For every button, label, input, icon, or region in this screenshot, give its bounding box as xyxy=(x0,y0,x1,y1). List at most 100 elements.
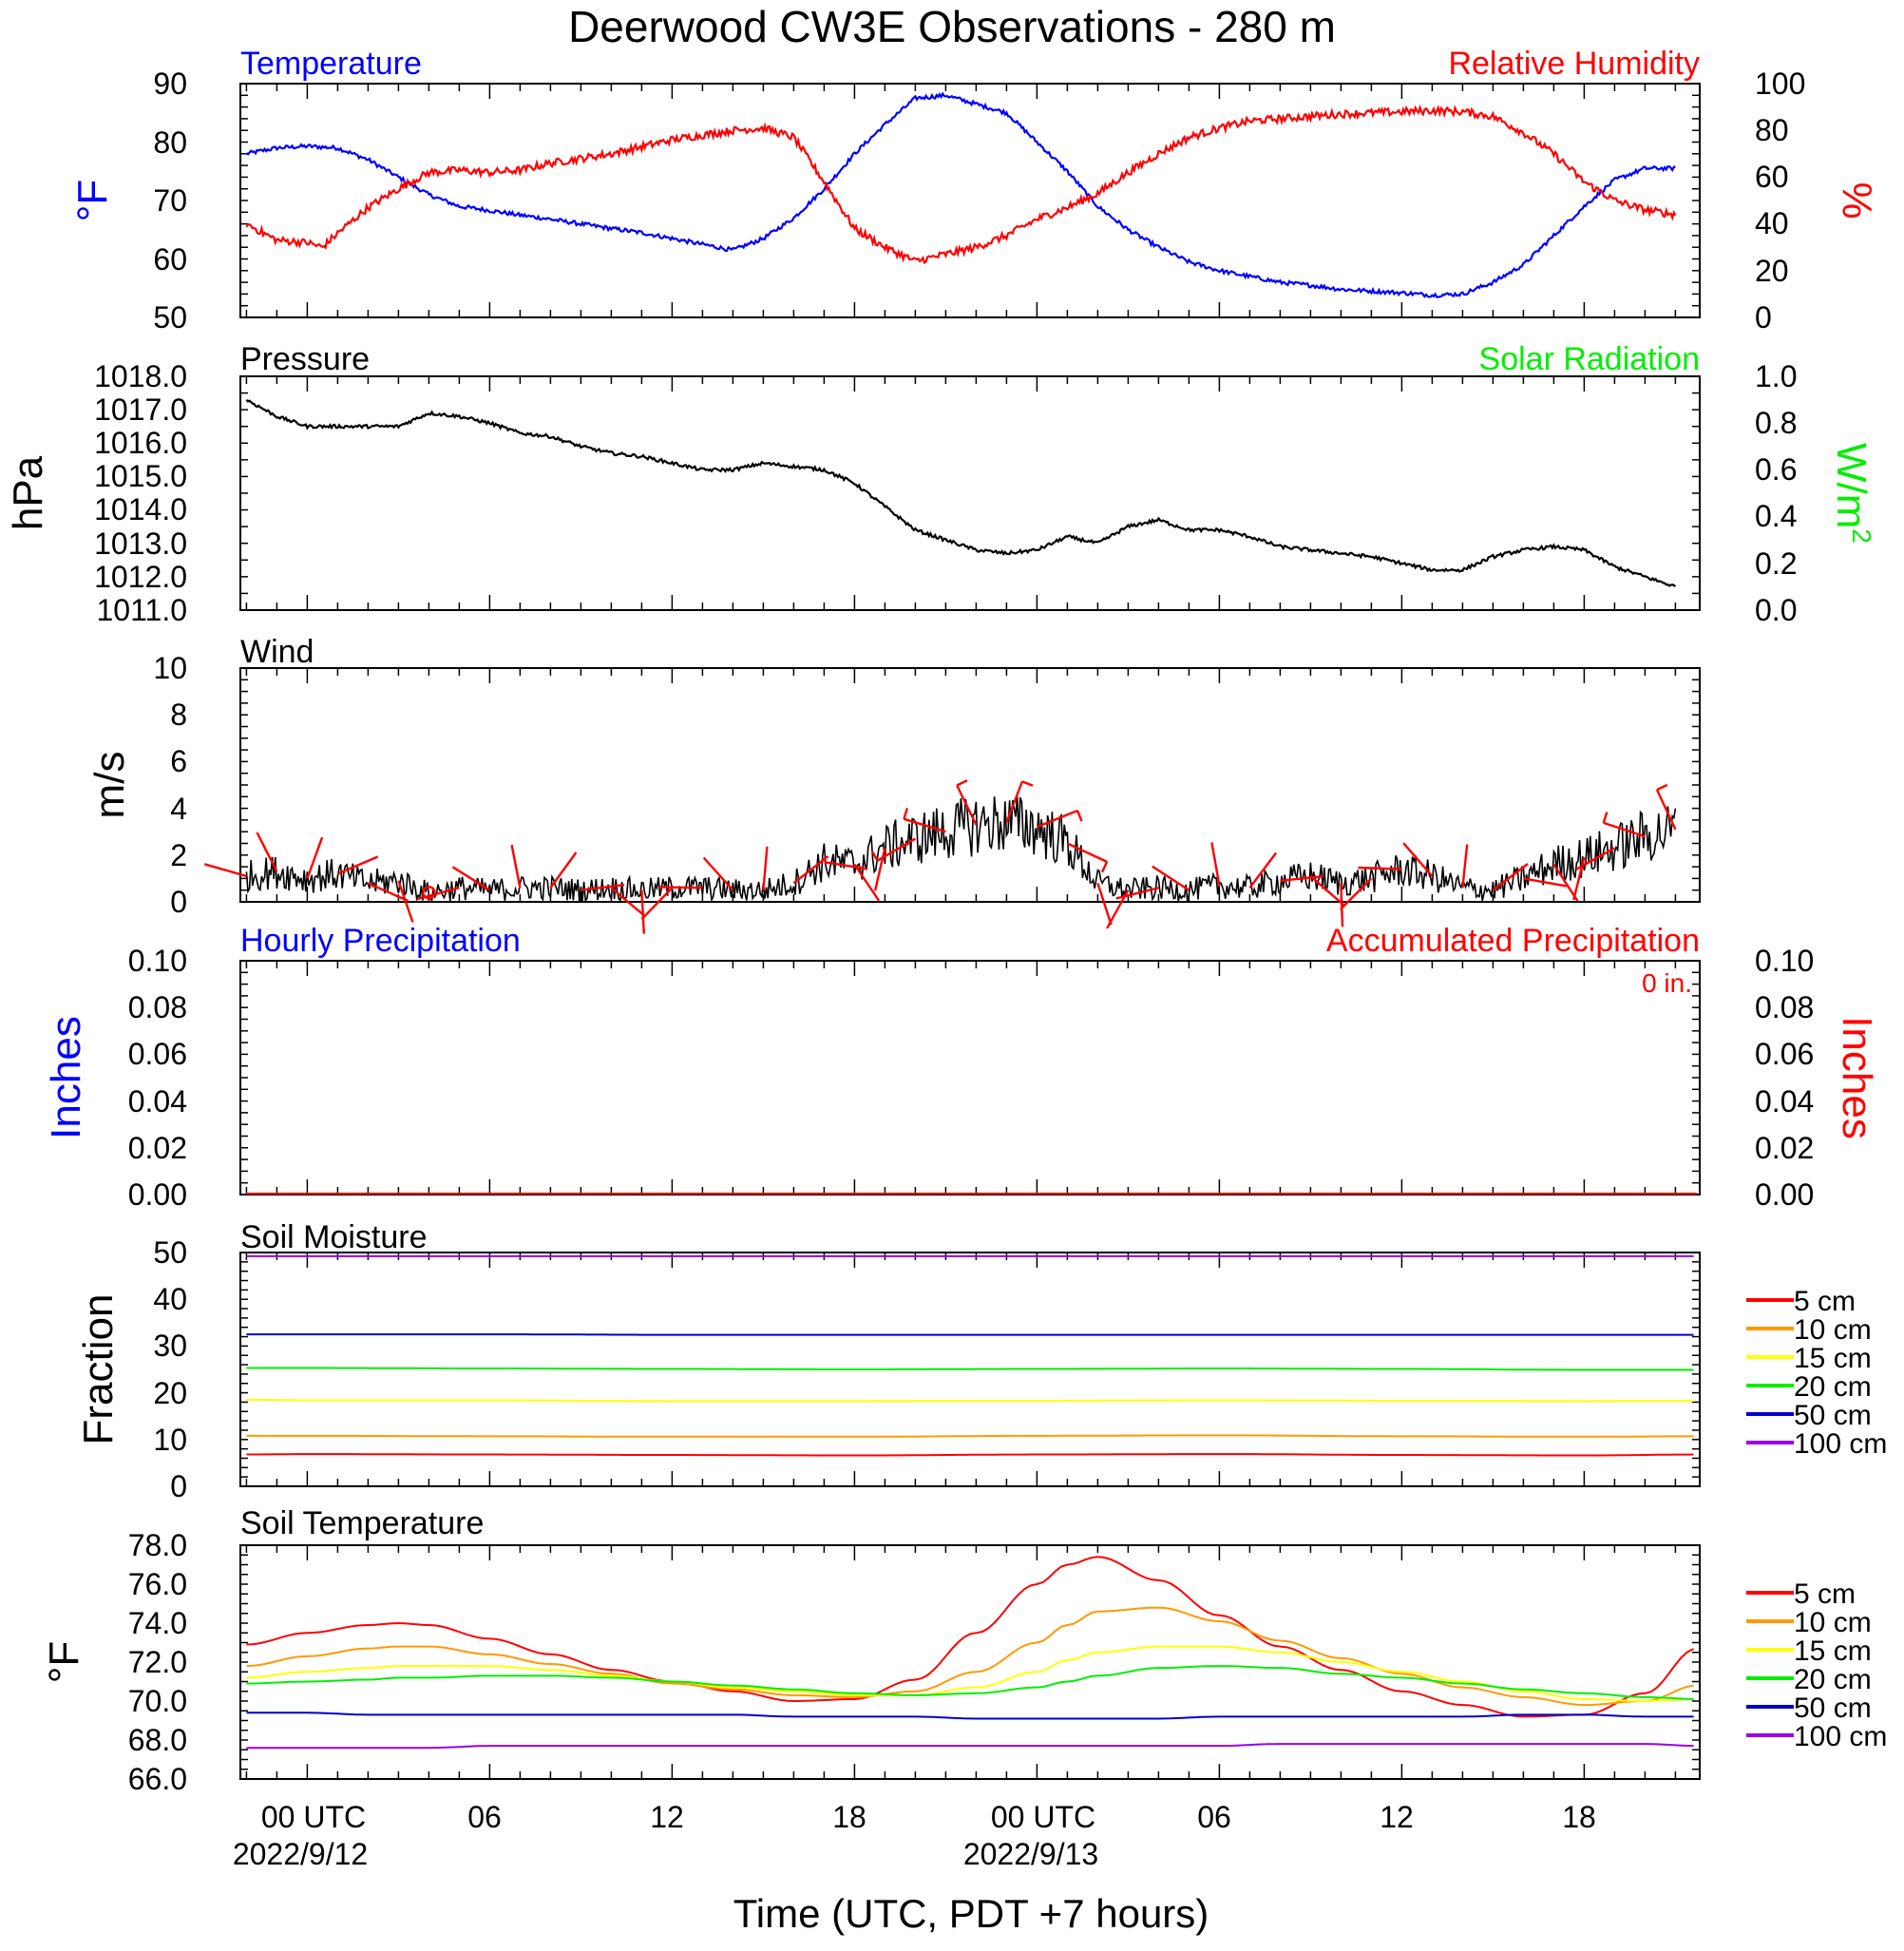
x-tick-label: 18 xyxy=(832,1800,866,1834)
wind-barb xyxy=(451,866,491,891)
y-tick-label: 1014.0 xyxy=(94,492,187,526)
y-tick-label: 10 xyxy=(153,651,187,685)
y-tick-label: 74.0 xyxy=(128,1606,187,1640)
y-tick-label: 0.06 xyxy=(1755,1037,1814,1071)
y-tick-label: 0 xyxy=(170,885,187,919)
legend-label: 10 cm xyxy=(1794,1314,1872,1346)
wind-barb xyxy=(1461,844,1469,889)
plot-area xyxy=(240,375,1700,611)
panel-precipitation: Hourly Precipitation Accumulated Precipi… xyxy=(43,923,1880,1212)
wind-barb xyxy=(1552,863,1579,902)
y-ticks-right: 100 80 60 40 20 0 xyxy=(1755,67,1805,335)
plot-area xyxy=(240,960,1700,1195)
legend-label: 5 cm xyxy=(1794,1286,1856,1317)
wind-barb xyxy=(1280,874,1324,883)
wind-unit: m/s xyxy=(86,752,133,819)
wind-barb xyxy=(1523,877,1567,888)
wind-barb xyxy=(306,836,324,879)
y-ticks-left: 90 80 70 60 50 xyxy=(153,67,187,335)
wind-barb-flag xyxy=(1021,780,1034,787)
wind-barb xyxy=(873,848,886,891)
temperature-title: Temperature xyxy=(240,46,422,82)
y-tick-label: 6 xyxy=(170,744,187,778)
plot-area xyxy=(240,1252,1700,1487)
wind-barb xyxy=(510,844,522,889)
wind-barb-flag xyxy=(870,850,879,862)
accum-total-label: 0 in. xyxy=(1642,968,1692,998)
y-tick-label: 0.2 xyxy=(1755,546,1797,581)
y-tick-label: 1015.0 xyxy=(94,459,187,493)
wind-barb xyxy=(876,837,917,862)
soil-temperature-title: Soil Temperature xyxy=(240,1505,484,1541)
soil-moisture-line-50cm xyxy=(246,1333,1694,1336)
wind-barb xyxy=(1492,863,1529,891)
x-tick-label: 06 xyxy=(467,1800,502,1834)
panel-soil-moisture: Soil Moisture Fraction 50 40 30 20 10 0 … xyxy=(75,1219,1887,1503)
y-ticks-left: 78.0 76.0 74.0 72.0 70.0 68.0 66.0 xyxy=(128,1528,187,1796)
soil-moisture-title: Soil Moisture xyxy=(240,1219,428,1255)
wind-barb xyxy=(1575,847,1615,870)
humidity-title: Relative Humidity xyxy=(1448,46,1700,82)
x-tick-label: 00 UTC xyxy=(261,1800,366,1834)
soil-temp-line-15cm xyxy=(246,1645,1694,1703)
wind-title: Wind xyxy=(240,634,314,670)
wind-barb xyxy=(581,883,625,891)
soil-moisture-line-5cm xyxy=(246,1453,1694,1457)
wind-barb-flag xyxy=(1656,783,1668,792)
y-tick-label: 8 xyxy=(170,698,187,732)
x-tick-label: 00 UTC xyxy=(991,1800,1095,1834)
legend-label: 50 cm xyxy=(1794,1400,1872,1431)
y-tick-label: 1017.0 xyxy=(94,392,187,427)
panel-pressure: Pressure Solar Radiation hPa W/m2 1018.0… xyxy=(5,341,1876,627)
wind-barb xyxy=(956,784,978,826)
temperature-line xyxy=(245,91,1676,298)
legend-label: 15 cm xyxy=(1794,1635,1872,1667)
y-tick-label: 70.0 xyxy=(128,1684,187,1718)
y-ticks-left: 0.10 0.08 0.06 0.04 0.02 0.00 xyxy=(128,944,187,1212)
y-tick-label: 30 xyxy=(153,1329,187,1363)
pressure-line xyxy=(245,398,1677,587)
wind-barb xyxy=(1248,851,1278,889)
y-tick-label: 0.06 xyxy=(128,1037,187,1071)
legend-label: 100 cm xyxy=(1794,1721,1887,1752)
panel-soil-temperature: Soil Temperature °F 78.0 76.0 74.0 72.0 … xyxy=(41,1505,1887,1796)
wind-barb-flag xyxy=(903,807,909,820)
plot-area xyxy=(240,1544,1700,1780)
x-tick-date: 2022/9/12 xyxy=(233,1837,368,1871)
y-tick-label: 40 xyxy=(153,1282,187,1316)
wind-barb xyxy=(397,880,414,923)
y-ticks-left: 1018.0 1017.0 1016.0 1015.0 1014.0 1013.… xyxy=(94,359,187,627)
y-tick-label: 66.0 xyxy=(128,1762,187,1796)
wind-barb xyxy=(549,851,578,889)
wind-barb-flag xyxy=(1602,812,1609,824)
wind-barb xyxy=(1036,809,1078,829)
chart-title: Deerwood CW3E Observations - 280 m xyxy=(568,2,1336,51)
soil-moisture-line-15cm xyxy=(246,1399,1694,1403)
wind-barb xyxy=(792,855,829,885)
x-tick-date: 2022/9/13 xyxy=(963,1837,1098,1871)
wind-barb xyxy=(1655,789,1677,831)
solar-unit-base: W/m xyxy=(1828,443,1875,528)
soil-temperature-unit: °F xyxy=(41,1641,87,1683)
x-tick-label: 12 xyxy=(650,1800,684,1834)
y-tick-label: 68.0 xyxy=(128,1723,187,1757)
soil-moisture-line-10cm xyxy=(246,1434,1694,1438)
wind-barb xyxy=(610,887,646,917)
wind-barb xyxy=(1340,883,1344,928)
panel-wind: Wind m/s 10 8 6 4 2 0 xyxy=(86,634,1701,934)
y-tick-label: 0.08 xyxy=(1755,990,1814,1024)
solar-radiation-title: Solar Radiation xyxy=(1479,341,1700,377)
wind-barb xyxy=(1572,856,1586,901)
soil-temp-line-5cm xyxy=(246,1556,1695,1718)
wind-barb xyxy=(256,832,278,872)
x-axis-title: Time (UTC, PDT +7 hours) xyxy=(733,1891,1209,1936)
calm-wind-marker xyxy=(422,885,436,900)
humidity-line xyxy=(245,104,1677,265)
y-tick-label: 0.02 xyxy=(1755,1131,1814,1165)
wind-barb xyxy=(203,863,247,878)
y-tick-label: 4 xyxy=(170,792,187,826)
y-ticks-right: 0.10 0.08 0.06 0.04 0.02 0.00 xyxy=(1755,944,1814,1212)
y-tick-label: 0 xyxy=(1755,300,1772,335)
